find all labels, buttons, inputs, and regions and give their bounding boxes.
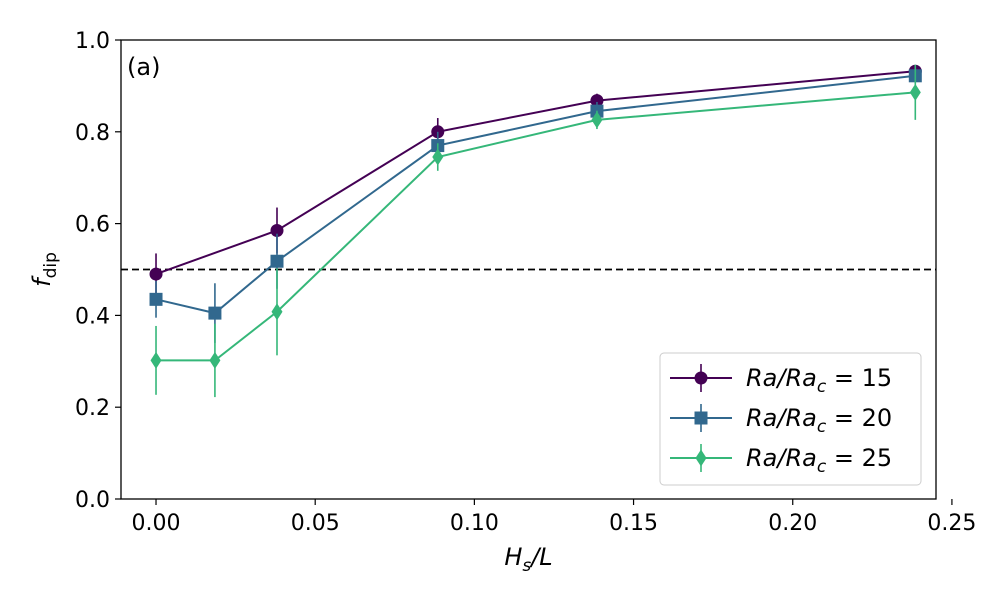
x-tick-label: 0.25	[927, 511, 976, 536]
data-point	[909, 83, 921, 101]
y-axis-title-sub: dip	[41, 252, 61, 278]
x-axis-title-main: H	[504, 543, 522, 571]
y-tick-label: 0.0	[75, 488, 110, 513]
y-tick-label: 0.8	[75, 121, 110, 146]
y-tick-label: 0.2	[75, 396, 110, 421]
legend-marker	[694, 411, 708, 425]
x-tick-label: 0.10	[450, 511, 499, 536]
data-point	[591, 111, 603, 129]
plot-frame	[120, 39, 937, 500]
legend-item: Ra/Rac = 15	[670, 364, 892, 397]
y-tick-label: 0.4	[75, 304, 110, 329]
x-tick-label: 0.15	[609, 511, 658, 536]
y-tick-label: 0.6	[75, 213, 110, 238]
x-axis-title-rest: /L	[529, 543, 552, 571]
data-point	[270, 223, 284, 237]
data-point	[590, 94, 604, 108]
legend-label: Ra/Rac = 25	[746, 444, 892, 477]
x-tick-label: 0.20	[768, 511, 817, 536]
legend-box	[659, 352, 922, 486]
legend-marker	[694, 371, 708, 385]
data-point	[149, 267, 163, 281]
x-axis-title-sub: s	[522, 556, 531, 576]
series-0	[149, 64, 922, 295]
data-point	[271, 303, 283, 321]
legend-item: Ra/Rac = 25	[670, 444, 892, 477]
legend-label: Ra/Rac = 20	[746, 404, 892, 437]
data-point	[270, 254, 284, 268]
series-2	[150, 64, 921, 398]
legend: Ra/Rac = 15 Ra/Rac = 20 Ra/Rac = 25	[659, 352, 922, 486]
legend-marker	[695, 449, 707, 467]
x-axis-title: Hs/L	[504, 543, 552, 576]
legend-label: Ra/Rac = 15	[746, 364, 892, 397]
legend-item: Ra/Rac = 20	[670, 404, 892, 437]
x-tick-label: 0.00	[132, 511, 181, 536]
series-line	[155, 74, 916, 315]
data-point	[150, 351, 162, 369]
data-point	[149, 292, 163, 306]
y-axis-title: fdip	[28, 252, 61, 287]
series-1	[149, 69, 922, 343]
y-tick-label: 1.0	[75, 29, 110, 54]
x-tick-label: 0.05	[291, 511, 340, 536]
data-point	[209, 351, 221, 369]
series-line	[156, 91, 916, 362]
panel-label: (a)	[127, 53, 160, 81]
data-point	[208, 306, 222, 320]
data-point	[432, 148, 444, 166]
